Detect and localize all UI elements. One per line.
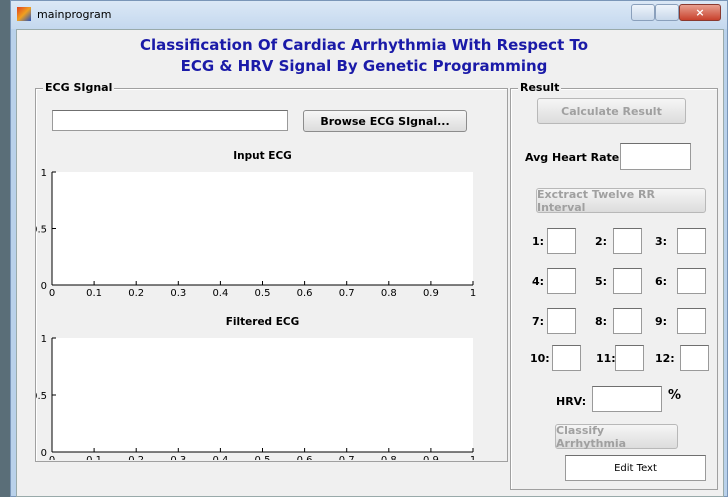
title-bar: mainprogram × bbox=[11, 1, 727, 29]
x-tick-label: 0.1 bbox=[86, 455, 102, 460]
main-title-line: Classification Of Cardiac Arrhythmia Wit… bbox=[139, 36, 589, 54]
ecg-panel bbox=[35, 88, 508, 462]
minimize-button[interactable] bbox=[631, 4, 655, 21]
rr-field[interactable] bbox=[547, 308, 576, 334]
rr-field[interactable] bbox=[677, 228, 706, 254]
rr-label: 3: bbox=[655, 235, 668, 248]
rr-label: 10: bbox=[530, 352, 550, 365]
x-tick-label: 0.7 bbox=[339, 455, 355, 460]
rr-field[interactable] bbox=[680, 345, 709, 371]
rr-field[interactable] bbox=[613, 268, 642, 294]
file-path-field[interactable] bbox=[52, 110, 288, 131]
hrv-field[interactable] bbox=[592, 386, 662, 412]
main-title-line: ECG & HRV Signal By Genetic Programming bbox=[180, 57, 548, 75]
avg-heart-rate-field[interactable] bbox=[620, 143, 691, 170]
rr-field[interactable] bbox=[613, 228, 642, 254]
x-tick-label: 0.4 bbox=[212, 288, 228, 299]
rr-field[interactable] bbox=[615, 345, 644, 371]
y-tick-label: 0.5 bbox=[36, 391, 47, 402]
rr-label: 12: bbox=[655, 352, 675, 365]
rr-label: 8: bbox=[595, 315, 608, 328]
x-tick-label: 0.8 bbox=[381, 455, 397, 460]
x-tick-label: 0.9 bbox=[423, 288, 439, 299]
rr-label: 6: bbox=[655, 275, 668, 288]
rr-field[interactable] bbox=[547, 268, 576, 294]
x-tick-label: 0.5 bbox=[255, 288, 271, 299]
x-tick-label: 0 bbox=[49, 455, 55, 460]
result-panel bbox=[510, 88, 718, 490]
x-tick-label: 0.4 bbox=[212, 455, 228, 460]
x-tick-label: 0.3 bbox=[170, 455, 186, 460]
y-tick-label: 0.5 bbox=[36, 225, 47, 236]
x-tick-label: 0.7 bbox=[339, 288, 355, 299]
x-tick-label: 0.3 bbox=[170, 288, 186, 299]
window-title: mainprogram bbox=[37, 8, 112, 21]
browse-button[interactable]: Browse ECG SIgnal... bbox=[303, 110, 467, 132]
rr-field[interactable] bbox=[677, 268, 706, 294]
extract-button[interactable]: Exctract Twelve RR Interval bbox=[536, 188, 706, 214]
classify-button[interactable]: Classify Arrhythmia bbox=[555, 424, 678, 450]
x-tick-label: 0.1 bbox=[86, 288, 102, 299]
plot-area bbox=[52, 338, 473, 452]
rr-label: 7: bbox=[532, 315, 545, 328]
x-tick-label: 0.5 bbox=[255, 455, 271, 460]
y-tick-label: 0 bbox=[41, 448, 47, 459]
plot-title: Input ECG bbox=[233, 150, 292, 162]
rr-field[interactable] bbox=[547, 228, 576, 254]
rr-label: 9: bbox=[655, 315, 668, 328]
rr-field[interactable] bbox=[552, 345, 581, 371]
rr-label: 1: bbox=[532, 235, 545, 248]
panel-label: Result bbox=[518, 81, 562, 94]
maximize-button[interactable] bbox=[655, 4, 679, 21]
plot-area bbox=[52, 172, 473, 285]
rr-field[interactable] bbox=[677, 308, 706, 334]
x-tick-label: 0.8 bbox=[381, 288, 397, 299]
x-tick-label: 0.9 bbox=[423, 455, 439, 460]
rr-label: 4: bbox=[532, 275, 545, 288]
hrv-label: HRV: bbox=[556, 395, 587, 408]
x-tick-label: 0.2 bbox=[128, 455, 144, 460]
calculate-button[interactable]: Calculate Result bbox=[537, 98, 686, 124]
plots: Input ECG00.10.20.30.40.50.60.70.80.9100… bbox=[36, 150, 476, 460]
rr-label: 11: bbox=[596, 352, 616, 365]
panel-label: ECG SIgnal bbox=[43, 81, 115, 94]
rr-field[interactable] bbox=[613, 308, 642, 334]
avg-heart-rate-label: Avg Heart Rate: bbox=[525, 151, 624, 164]
y-tick-label: 1 bbox=[41, 168, 47, 179]
x-tick-label: 0.6 bbox=[297, 455, 313, 460]
result-text-field[interactable]: Edit Text bbox=[565, 455, 706, 481]
hrv-unit: % bbox=[668, 388, 682, 403]
rr-label: 2: bbox=[595, 235, 608, 248]
plot-title: Filtered ECG bbox=[226, 316, 299, 328]
x-tick-label: 0.2 bbox=[128, 288, 144, 299]
x-tick-label: 1 bbox=[470, 288, 476, 299]
x-tick-label: 0 bbox=[49, 288, 55, 299]
close-button[interactable]: × bbox=[679, 4, 721, 21]
y-tick-label: 0 bbox=[41, 281, 47, 292]
x-tick-label: 1 bbox=[470, 455, 476, 460]
app-icon bbox=[17, 7, 31, 21]
x-tick-label: 0.6 bbox=[297, 288, 313, 299]
rr-label: 5: bbox=[595, 275, 608, 288]
y-tick-label: 1 bbox=[41, 334, 47, 345]
